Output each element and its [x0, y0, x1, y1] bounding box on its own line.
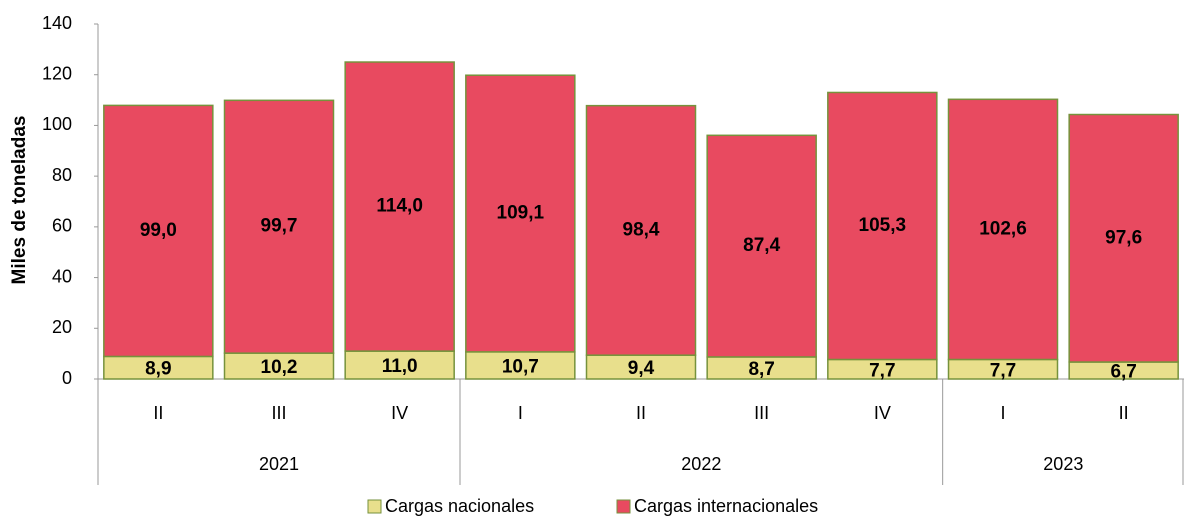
- legend-label: Cargas nacionales: [385, 496, 534, 516]
- bar-segment: [103, 104, 214, 358]
- bar-segment: [585, 104, 697, 356]
- y-tick-label: 40: [52, 266, 72, 286]
- data-label: 7,7: [990, 360, 1016, 381]
- data-label: 8,7: [748, 359, 774, 380]
- y-tick-label: 80: [52, 165, 72, 185]
- x-tick-label: I: [1000, 403, 1005, 423]
- group-label: 2021: [259, 454, 299, 474]
- bar-segment: [344, 350, 455, 380]
- data-label: 99,0: [140, 220, 177, 241]
- bar-segment: [223, 99, 335, 354]
- data-label: 87,4: [743, 235, 780, 256]
- data-label: 8,9: [145, 359, 171, 380]
- legend-swatch: [367, 499, 382, 514]
- bar-segment: [706, 134, 817, 358]
- bar-segment: [947, 98, 1059, 361]
- x-tick-label: IV: [391, 403, 408, 423]
- x-tick-label: II: [153, 403, 163, 423]
- y-tick-label: 20: [52, 317, 72, 337]
- x-tick-label: I: [518, 403, 523, 423]
- x-tick-label: II: [1119, 403, 1129, 423]
- bar-segment: [827, 91, 938, 361]
- y-axis-label: Miles de toneladas: [9, 116, 30, 285]
- legend-swatch: [616, 499, 631, 514]
- data-label: 10,7: [502, 356, 539, 377]
- x-tick-label: IV: [874, 403, 891, 423]
- bar-segment: [1068, 113, 1179, 363]
- y-tick-label: 120: [42, 63, 72, 83]
- y-tick-label: 140: [42, 13, 72, 33]
- bar-segment: [344, 61, 455, 352]
- data-label: 114,0: [376, 196, 423, 217]
- data-label: 97,6: [1105, 227, 1142, 248]
- data-label: 7,7: [869, 360, 895, 381]
- data-label: 105,3: [859, 215, 907, 236]
- data-label: 9,4: [628, 358, 655, 379]
- data-label: 102,6: [979, 218, 1027, 239]
- y-tick-label: 0: [62, 368, 72, 388]
- y-tick-label: 100: [42, 114, 72, 134]
- data-label: 6,7: [1110, 362, 1136, 383]
- data-label: 109,1: [497, 203, 545, 224]
- x-tick-label: II: [636, 403, 646, 423]
- data-label: 98,4: [623, 219, 660, 240]
- data-label: 10,2: [261, 357, 298, 378]
- x-tick-label: III: [271, 403, 286, 423]
- data-label: 11,0: [382, 356, 418, 377]
- legend-label: Cargas internacionales: [634, 496, 818, 516]
- group-label: 2022: [681, 454, 721, 474]
- data-label: 99,7: [261, 216, 298, 237]
- bar-segment: [465, 351, 576, 380]
- y-tick-label: 60: [52, 216, 72, 236]
- group-label: 2023: [1043, 454, 1083, 474]
- bar-segment: [465, 74, 576, 353]
- x-tick-label: III: [754, 403, 769, 423]
